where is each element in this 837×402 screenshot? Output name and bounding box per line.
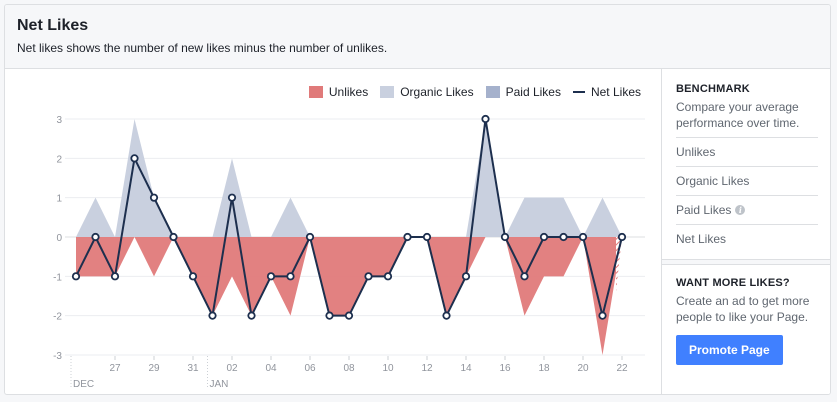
net-likes-point — [71, 272, 81, 281]
net-likes-point — [227, 193, 237, 202]
y-tick-label: 2 — [56, 154, 62, 165]
month-label: DEC — [73, 379, 94, 390]
sidebar-divider — [662, 259, 830, 265]
card-subtitle: Net likes shows the number of new likes … — [17, 41, 388, 55]
benchmark-item-organic-likes[interactable]: Organic Likes — [676, 166, 818, 195]
y-tick-label: 1 — [56, 194, 62, 205]
net-likes-point — [617, 232, 627, 242]
y-tick-label: 3 — [56, 115, 62, 126]
x-tick-label: 16 — [499, 363, 511, 374]
legend-item-unlikes[interactable]: Unlikes — [308, 85, 369, 99]
y-tick-label: -1 — [53, 272, 62, 283]
net-likes-point — [247, 311, 256, 320]
promote-page-button[interactable]: Promote Page — [676, 335, 783, 365]
net-likes-point — [130, 154, 139, 163]
more-likes-description: Create an ad to get more people to like … — [676, 294, 810, 324]
x-tick-label: 10 — [382, 363, 394, 374]
unlikes-area — [76, 237, 622, 355]
legend-item-organic-likes[interactable]: Organic Likes — [380, 85, 474, 99]
more-likes-heading: WANT MORE LIKES? — [676, 277, 790, 289]
x-tick-label: 31 — [187, 363, 199, 374]
benchmark-item-label: Organic Likes — [676, 174, 750, 188]
net-likes-point — [559, 232, 568, 242]
legend-swatch-unlikes — [308, 86, 323, 98]
x-tick-label: 27 — [109, 363, 121, 374]
y-tick-label: -3 — [53, 351, 62, 362]
benchmark-section: BENCHMARK Compare your average performan… — [662, 69, 830, 253]
net-likes-point — [578, 232, 588, 242]
legend-item-net-likes[interactable]: Net Likes — [572, 85, 641, 99]
x-tick-label: 04 — [265, 363, 277, 374]
net-likes-point — [442, 311, 451, 320]
organic-likes-area — [76, 119, 622, 237]
benchmark-item-label: Unlikes — [676, 145, 716, 159]
legend-swatch-net-likes — [572, 91, 585, 93]
benchmark-list: Unlikes Organic Likes Paid Likes i Net Li… — [676, 137, 818, 253]
partial-period-hatch — [616, 237, 622, 293]
net-likes-point — [91, 232, 100, 242]
net-likes-point — [286, 272, 295, 281]
legend-item-paid-likes[interactable]: Paid Likes — [485, 85, 561, 99]
legend-label-net-likes: Net Likes — [590, 85, 641, 99]
net-likes-point — [364, 272, 373, 281]
net-likes-point — [598, 311, 607, 320]
net-likes-point — [383, 272, 393, 281]
benchmark-item-label: Paid Likes — [676, 203, 732, 217]
benchmark-item-net-likes[interactable]: Net Likes — [676, 224, 818, 253]
x-tick-label: 06 — [304, 363, 316, 374]
legend-swatch-organic-likes — [380, 86, 395, 98]
y-tick-label: 0 — [56, 233, 62, 244]
benchmark-heading: BENCHMARK — [676, 83, 750, 95]
benchmark-item-paid-likes[interactable]: Paid Likes i — [676, 195, 818, 224]
net-likes-point — [520, 272, 529, 281]
net-likes-card: Net Likes Net likes shows the number of … — [4, 4, 831, 395]
net-likes-point — [149, 193, 159, 202]
net-likes-point — [208, 311, 217, 320]
net-likes-point — [344, 311, 354, 320]
net-likes-point — [461, 272, 471, 281]
net-likes-point — [481, 114, 490, 124]
info-icon[interactable]: i — [735, 205, 746, 215]
x-tick-label: 08 — [343, 363, 355, 374]
net-likes-point — [403, 232, 412, 242]
net-likes-point — [539, 232, 549, 242]
sidebar: BENCHMARK Compare your average performan… — [661, 69, 830, 394]
benchmark-description: Compare your average performance over ti… — [676, 100, 800, 130]
legend-swatch-paid-likes — [485, 86, 500, 98]
want-more-likes-section: WANT MORE LIKES? Create an ad to get mor… — [662, 265, 830, 365]
legend-label-organic-likes: Organic Likes — [400, 85, 474, 99]
chart-area: Unlikes Organic Likes Paid Likes Net Lik… — [5, 69, 661, 394]
y-tick-label: -2 — [53, 312, 62, 323]
x-tick-label: 02 — [226, 363, 238, 374]
x-tick-label: 29 — [148, 363, 160, 374]
net-likes-point — [325, 311, 334, 320]
month-label: JAN — [210, 379, 229, 390]
net-likes-point — [169, 232, 178, 242]
x-tick-label: 22 — [616, 363, 628, 374]
chart-legend: Unlikes Organic Likes Paid Likes Net Lik… — [308, 85, 641, 99]
card-header: Net Likes Net likes shows the number of … — [5, 5, 830, 69]
net-likes-point — [266, 272, 276, 281]
benchmark-item-label: Net Likes — [676, 232, 727, 246]
legend-label-paid-likes: Paid Likes — [505, 85, 561, 99]
net-likes-point — [305, 232, 315, 242]
legend-label-unlikes: Unlikes — [328, 85, 369, 99]
x-tick-label: 18 — [538, 363, 550, 374]
net-likes-point — [188, 272, 198, 281]
x-tick-label: 12 — [421, 363, 433, 374]
net-likes-point — [110, 272, 120, 281]
x-tick-label: 20 — [577, 363, 589, 374]
net-likes-point — [500, 232, 510, 242]
x-tick-label: 14 — [460, 363, 472, 374]
net-likes-point — [422, 232, 432, 242]
benchmark-item-unlikes[interactable]: Unlikes — [676, 137, 818, 166]
card-title: Net Likes — [17, 17, 89, 34]
